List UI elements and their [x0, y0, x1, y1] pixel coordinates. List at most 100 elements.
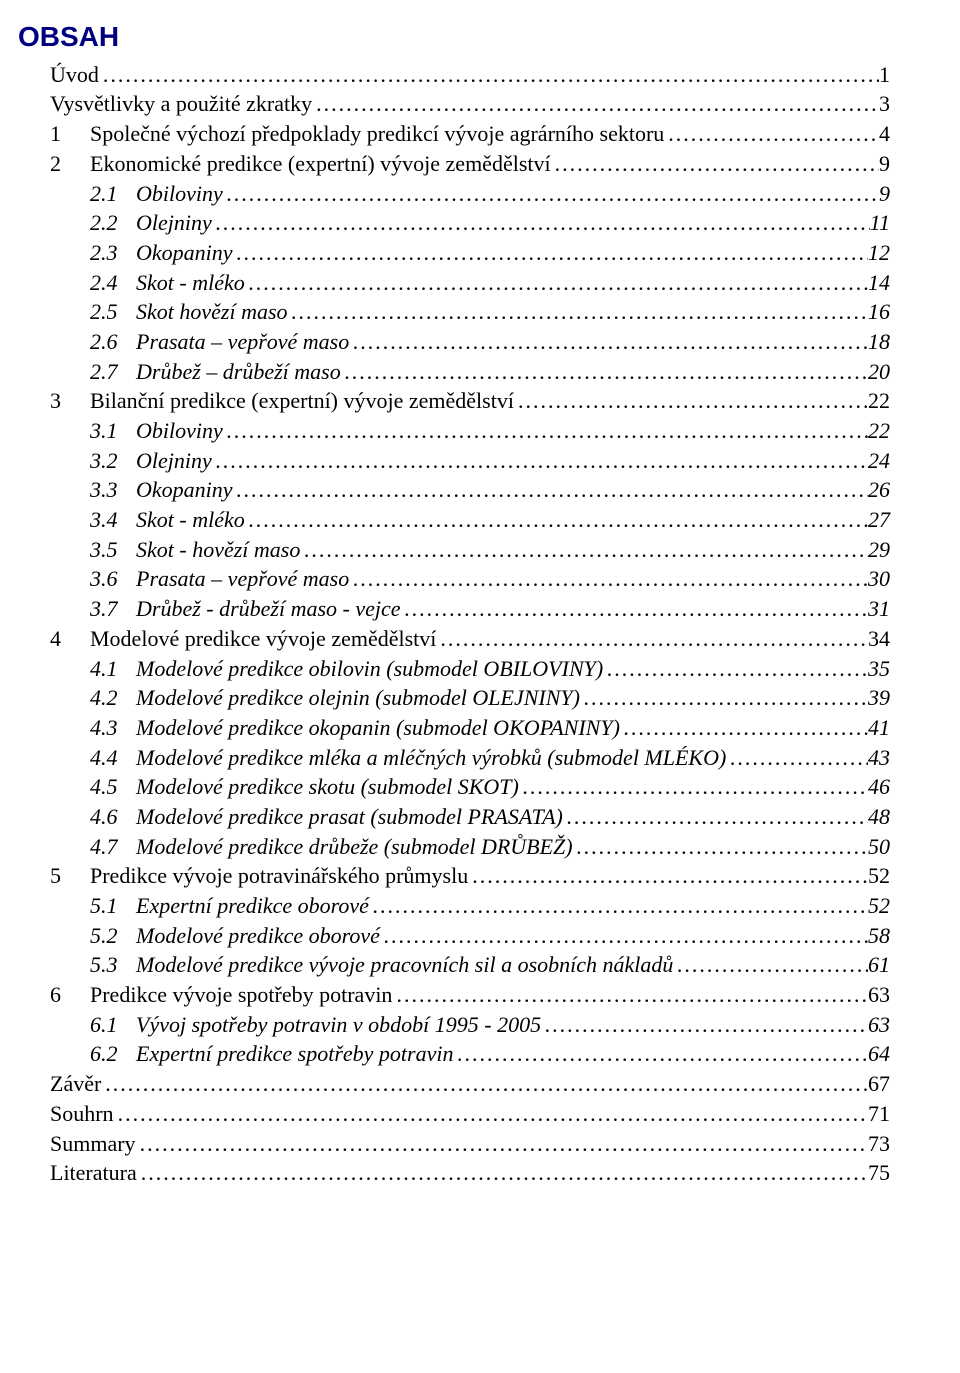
toc-leader-dots	[212, 208, 870, 238]
toc-leader-dots	[514, 386, 868, 416]
toc-leader-dots	[563, 802, 868, 832]
toc-entry-page: 22	[868, 416, 890, 446]
toc-entry-label: Predikce vývoje spotřeby potravin	[90, 980, 392, 1010]
toc-entry: 2.6Prasata – vepřové maso 18	[18, 327, 890, 357]
toc-entry-number: 4.3	[90, 713, 136, 743]
toc-entry-page: 27	[868, 505, 890, 535]
toc-entry: 5.3Modelové predikce vývoje pracovních s…	[18, 950, 890, 980]
toc-leader-dots	[551, 149, 879, 179]
toc-entry-page: 1	[879, 60, 890, 90]
toc-leader-dots	[233, 475, 868, 505]
toc-entry-label: Modelové predikce okopanin (submodel OKO…	[136, 713, 620, 743]
toc-leader-dots	[620, 713, 868, 743]
toc-entry: Summary 73	[18, 1129, 890, 1159]
toc-entry-number: 3.1	[90, 416, 136, 446]
toc-entry: 2Ekonomické predikce (expertní) vývoje z…	[18, 149, 890, 179]
toc-entry: Souhrn 71	[18, 1099, 890, 1129]
toc-leader-dots	[468, 861, 868, 891]
toc-entry-label: Olejniny	[136, 208, 212, 238]
toc-entry-number: 5.1	[90, 891, 136, 921]
toc-leader-dots	[136, 1129, 868, 1159]
toc-entry-number: 4.7	[90, 832, 136, 862]
toc-entry-label: Olejniny	[136, 446, 212, 476]
toc-entry-number: 3.6	[90, 564, 136, 594]
toc-entry-label: Prasata – vepřové maso	[136, 327, 349, 357]
toc-entry-label: Drůbež – drůbeží maso	[136, 357, 341, 387]
toc-entry: 5.1Expertní predikce oborové 52	[18, 891, 890, 921]
toc-leader-dots	[114, 1099, 868, 1129]
toc-entry-label: Ekonomické predikce (expertní) vývoje ze…	[90, 149, 551, 179]
toc-leader-dots	[573, 832, 868, 862]
toc-leader-dots	[401, 594, 868, 624]
toc-entry: 2.2Olejniny 11	[18, 208, 890, 238]
toc-entry: 4.4Modelové predikce mléka a mléčných vý…	[18, 743, 890, 773]
toc-entry-page: 67	[868, 1069, 890, 1099]
toc-entry: 4.2Modelové predikce olejnin (submodel O…	[18, 683, 890, 713]
toc-entry-page: 26	[868, 475, 890, 505]
toc-entry-page: 75	[868, 1158, 890, 1188]
toc-entry-number: 3.4	[90, 505, 136, 535]
toc-entry: 2.7Drůbež – drůbeží maso 20	[18, 357, 890, 387]
toc-entry-page: 43	[868, 743, 890, 773]
toc-entry: 3.6Prasata – vepřové maso 30	[18, 564, 890, 594]
toc-entry-page: 3	[879, 89, 890, 119]
toc-entry-label: Modelové predikce obilovin (submodel OBI…	[136, 654, 603, 684]
toc-entry-label: Úvod	[50, 60, 99, 90]
toc-entry-number: 2.7	[90, 357, 136, 387]
toc-entry-label: Modelové predikce prasat (submodel PRASA…	[136, 802, 563, 832]
toc-entry-number: 4.1	[90, 654, 136, 684]
toc-entry-label: Prasata – vepřové maso	[136, 564, 349, 594]
toc-entry: 3Bilanční predikce (expertní) vývoje zem…	[18, 386, 890, 416]
toc-entry-page: 34	[868, 624, 890, 654]
toc-entry: 3.4Skot - mléko 27	[18, 505, 890, 535]
toc-entry-label: Drůbež - drůbeží maso - vejce	[136, 594, 401, 624]
toc-entry: 4.3Modelové predikce okopanin (submodel …	[18, 713, 890, 743]
toc-entry-page: 48	[868, 802, 890, 832]
toc-entry-number: 5.3	[90, 950, 136, 980]
toc-entry: 6.2Expertní predikce spotřeby potravin 6…	[18, 1039, 890, 1069]
toc-entry: 5.2Modelové predikce oborové 58	[18, 921, 890, 951]
toc-leader-dots	[312, 89, 879, 119]
toc-entry-number: 5	[50, 861, 90, 891]
toc-entry-page: 11	[870, 208, 890, 238]
toc-entry-label: Obiloviny	[136, 416, 223, 446]
toc-entry-label: Bilanční predikce (expertní) vývoje země…	[90, 386, 514, 416]
toc-entry-page: 41	[868, 713, 890, 743]
toc-entry-page: 64	[868, 1039, 890, 1069]
toc-entry: 2.1Obiloviny 9	[18, 179, 890, 209]
toc-entry: Literatura 75	[18, 1158, 890, 1188]
toc-leader-dots	[245, 505, 868, 535]
toc-entry-label: Modelové predikce vývoje zemědělství	[90, 624, 436, 654]
toc-entry-number: 4.6	[90, 802, 136, 832]
toc-entry-page: 73	[868, 1129, 890, 1159]
toc-entry-page: 52	[868, 861, 890, 891]
toc-entry-label: Modelové predikce vývoje pracovních sil …	[136, 950, 673, 980]
toc-leader-dots	[300, 535, 868, 565]
toc-leader-dots	[380, 921, 868, 951]
toc-entry-page: 71	[868, 1099, 890, 1129]
toc-entry-number: 4.5	[90, 772, 136, 802]
toc-entry-label: Vysvětlivky a použité zkratky	[50, 89, 312, 119]
toc-entry-number: 2.4	[90, 268, 136, 298]
toc-entry-number: 2.2	[90, 208, 136, 238]
toc-entry-number: 3	[50, 386, 90, 416]
toc-entry-label: Expertní predikce oborové	[136, 891, 369, 921]
toc-entry-number: 2.5	[90, 297, 136, 327]
toc-entry-label: Predikce vývoje potravinářského průmyslu	[90, 861, 468, 891]
toc-entry-label: Společné výchozí předpoklady predikcí vý…	[90, 119, 664, 149]
toc-entry-label: Expertní predikce spotřeby potravin	[136, 1039, 454, 1069]
toc-entry: 2.4Skot - mléko 14	[18, 268, 890, 298]
toc-entry-page: 30	[868, 564, 890, 594]
toc-entry-page: 14	[868, 268, 890, 298]
toc-leader-dots	[519, 772, 868, 802]
toc-entry-page: 12	[868, 238, 890, 268]
toc-leader-dots	[245, 268, 868, 298]
toc-entry-page: 22	[868, 386, 890, 416]
toc-entry-page: 9	[879, 179, 890, 209]
toc-leader-dots	[223, 179, 879, 209]
toc-entry-label: Vývoj spotřeby potravin v období 1995 - …	[136, 1010, 541, 1040]
toc-entry-page: 61	[868, 950, 890, 980]
toc-entry: 2.3Okopaniny 12	[18, 238, 890, 268]
toc-entry: 5Predikce vývoje potravinářského průmysl…	[18, 861, 890, 891]
toc-leader-dots	[369, 891, 868, 921]
